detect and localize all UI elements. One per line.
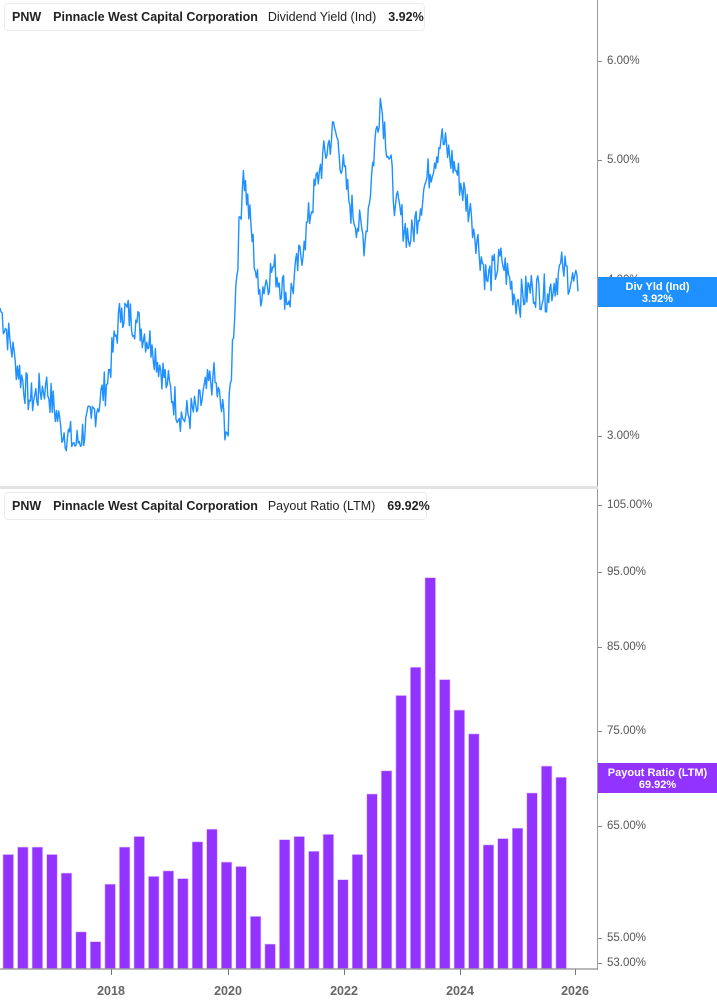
payout-ratio-bar[interactable] xyxy=(453,709,465,970)
payout-ratio-bar[interactable] xyxy=(46,854,58,970)
legend-metric: Dividend Yield (Ind) xyxy=(267,10,377,24)
payout-ratio-bar[interactable] xyxy=(162,870,174,970)
payout-ratio-bar[interactable] xyxy=(279,839,291,970)
payout-ratio-bar[interactable] xyxy=(60,872,73,970)
payout-ratio-bar[interactable] xyxy=(133,836,145,970)
y-tick-55pct: 55.00% xyxy=(598,931,646,945)
legend-metric: Payout Ratio (LTM) xyxy=(267,499,376,513)
top-y-axis-line xyxy=(597,0,598,486)
x-tick-mark xyxy=(575,969,576,975)
dividend-yield-series-line xyxy=(0,97,579,452)
payout-ratio-bars xyxy=(2,577,567,970)
y-tick-3pct: 3.00% xyxy=(598,429,640,443)
payout-ratio-bar[interactable] xyxy=(293,836,305,970)
x-tick-mark xyxy=(460,969,461,975)
payout-ratio-bar[interactable] xyxy=(75,931,87,970)
payout-ratio-bar[interactable] xyxy=(395,695,407,970)
dividend-yield-value-badge: Div Yld (Ind) 3.92% xyxy=(598,277,717,307)
panel-divider[interactable] xyxy=(0,486,598,489)
payout-ratio-bar[interactable] xyxy=(439,679,451,970)
legend-ticker: PNW xyxy=(12,10,42,24)
payout-ratio-bar[interactable] xyxy=(119,846,131,970)
payout-ratio-bar[interactable] xyxy=(2,854,14,970)
badge-value: 69.92% xyxy=(638,779,677,791)
payout-ratio-bar[interactable] xyxy=(337,879,349,970)
y-tick-53pct: 53.00% xyxy=(598,956,646,970)
payout-ratio-bar[interactable] xyxy=(90,941,102,970)
x-tick-2022: 2022 xyxy=(330,984,358,998)
payout-ratio-bar[interactable] xyxy=(17,846,29,970)
y-tick-95pct: 95.00% xyxy=(598,565,646,579)
payout-ratio-bar[interactable] xyxy=(322,834,334,970)
x-tick-2018: 2018 xyxy=(97,984,125,998)
y-tick-75pct: 75.00% xyxy=(598,724,646,738)
payout-ratio-bar[interactable] xyxy=(250,916,262,970)
dividend-yield-panel: PNW Pinnacle West Capital Corporation Di… xyxy=(0,0,717,488)
payout-ratio-bar[interactable] xyxy=(308,850,320,970)
bottom-y-axis-line xyxy=(597,489,598,970)
y-tick-65pct: 65.00% xyxy=(598,819,646,833)
payout-ratio-bar[interactable] xyxy=(366,793,378,970)
y-tick-105pct: 105.00% xyxy=(598,498,652,512)
payout-ratio-bar[interactable] xyxy=(555,776,567,970)
badge-label: Div Yld (Ind) xyxy=(625,281,690,293)
x-tick-mark xyxy=(344,969,345,975)
payout-ratio-bar[interactable] xyxy=(526,792,538,970)
payout-ratio-bar[interactable] xyxy=(541,765,553,970)
payout-ratio-bar[interactable] xyxy=(410,666,422,970)
badge-label: Payout Ratio (LTM) xyxy=(607,767,708,779)
payout-ratio-bar[interactable] xyxy=(221,861,233,970)
payout-ratio-bar[interactable] xyxy=(264,943,276,970)
x-tick-2020: 2020 xyxy=(214,984,242,998)
payout-ratio-bar[interactable] xyxy=(177,878,189,970)
payout-ratio-bar[interactable] xyxy=(148,876,160,970)
payout-ratio-bar[interactable] xyxy=(104,883,116,970)
x-tick-2026: 2026 xyxy=(561,984,589,998)
legend-ticker: PNW xyxy=(12,499,42,513)
payout-ratio-bar[interactable] xyxy=(191,841,203,970)
payout-ratio-bar[interactable] xyxy=(235,866,247,970)
payout-ratio-bar[interactable] xyxy=(511,827,524,970)
legend-value: 69.92% xyxy=(387,499,430,513)
legend-value: 3.92% xyxy=(388,10,424,24)
y-tick-85pct: 85.00% xyxy=(598,640,646,654)
payout-ratio-bar[interactable] xyxy=(482,844,495,970)
bottom-legend: PNW Pinnacle West Capital Corporation Pa… xyxy=(4,492,430,520)
legend-company: Pinnacle West Capital Corporation xyxy=(53,499,258,513)
y-tick-6pct: 6.00% xyxy=(598,54,640,68)
x-tick-mark xyxy=(228,969,229,975)
payout-ratio-value-badge: Payout Ratio (LTM) 69.92% xyxy=(598,763,717,793)
payout-ratio-bar[interactable] xyxy=(31,846,43,970)
x-tick-2024: 2024 xyxy=(446,984,474,998)
payout-ratio-bar[interactable] xyxy=(206,828,218,970)
x-tick-mark xyxy=(111,969,112,975)
dividend-yield-line-chart[interactable] xyxy=(0,0,717,488)
payout-ratio-bar[interactable] xyxy=(497,838,509,970)
payout-ratio-bar[interactable] xyxy=(468,733,480,970)
payout-ratio-bar[interactable] xyxy=(424,577,436,970)
top-legend: PNW Pinnacle West Capital Corporation Di… xyxy=(4,3,425,31)
payout-ratio-bar[interactable] xyxy=(380,770,393,970)
payout-ratio-bar[interactable] xyxy=(351,854,364,970)
badge-value: 3.92% xyxy=(641,293,674,305)
y-tick-5pct: 5.00% xyxy=(598,153,640,167)
legend-company: Pinnacle West Capital Corporation xyxy=(53,10,258,24)
